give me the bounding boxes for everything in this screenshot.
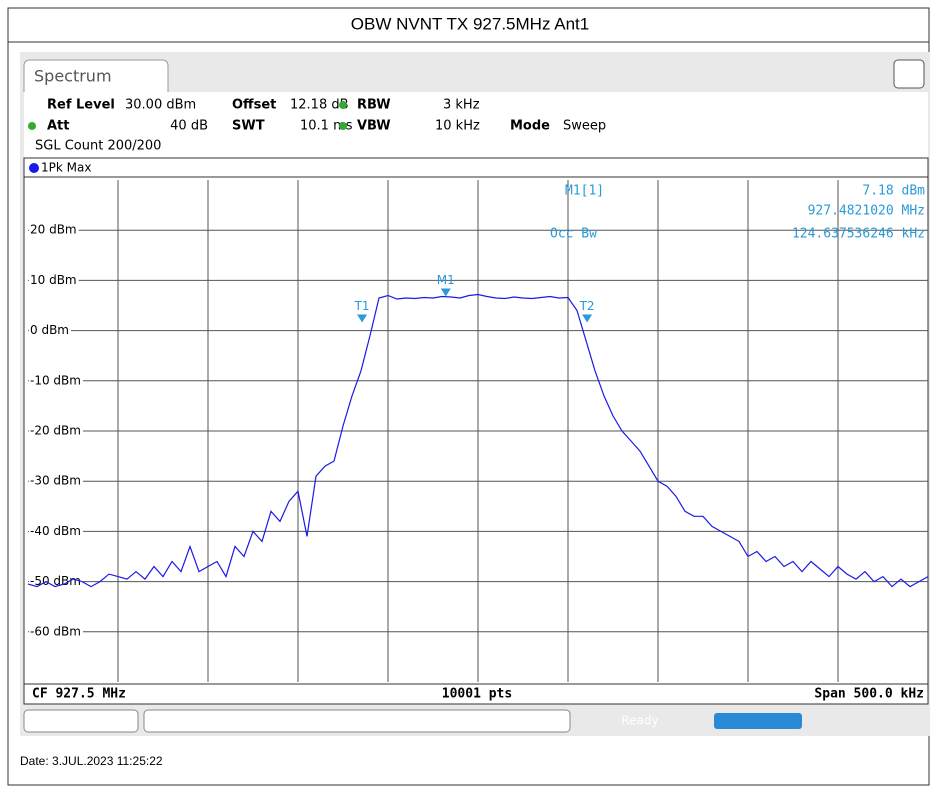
y-tick-label: -30 dBm: [30, 474, 81, 488]
status-box: [143, 709, 571, 733]
label-bg: [29, 272, 79, 287]
marker-level: 7.18 dBm: [862, 184, 925, 199]
trace: [27, 293, 929, 588]
label: Att: [47, 119, 70, 134]
marker-label: M1: [437, 273, 455, 287]
label-bg: [29, 574, 83, 589]
label-bg: [29, 624, 83, 639]
value: Sweep: [563, 119, 606, 134]
value: 12.18 dB: [290, 98, 349, 113]
y-tick-label: 10 dBm: [30, 273, 77, 287]
trace-label: 1Pk Max: [41, 161, 91, 175]
occ-label: Occ Bw: [550, 227, 597, 242]
status-dot: [339, 101, 347, 109]
marker: [357, 314, 368, 323]
status-dot: [339, 122, 347, 130]
value: 10.1 ms: [300, 119, 353, 134]
y-tick-label: -10 dBm: [30, 373, 81, 387]
marker-label: T2: [579, 299, 595, 313]
value: 3 kHz: [443, 98, 480, 113]
y-tick-label: 0 dBm: [30, 323, 69, 337]
sweep-count: SGL Count 200/200: [35, 139, 161, 154]
y-tick-label: -60 dBm: [30, 624, 81, 638]
y-tick-label: -40 dBm: [30, 524, 81, 538]
footer: [23, 683, 929, 705]
label-bg: [29, 373, 83, 388]
span: Span 500.0 kHz: [814, 687, 924, 702]
value: 10 kHz: [435, 119, 480, 134]
trace-dot: [29, 163, 39, 173]
date: Date: 3.JUL.2023 11:25:22: [20, 754, 163, 768]
marker: [440, 288, 451, 297]
status: Ready: [621, 714, 658, 728]
label: RBW: [357, 98, 391, 113]
label-bg: [29, 222, 79, 237]
plot: 20 dBm 10 dBm 0 dBm -10 dBm -20 dBm -30 dBm -4…: [27, 180, 929, 682]
occ-value: 124.637536246 kHz: [792, 227, 925, 242]
value: 40 dB: [170, 119, 208, 134]
marker-label: T1: [354, 299, 370, 313]
label-bg: [29, 523, 83, 538]
label: Mode: [510, 119, 550, 134]
points: 10001 pts: [442, 687, 512, 702]
status-dot: [28, 122, 36, 130]
center-freq: CF 927.5 MHz: [32, 687, 126, 702]
marker-freq: 927.4821020 MHz: [808, 204, 925, 219]
label: Offset: [232, 98, 276, 113]
progress: [714, 713, 802, 729]
label: VBW: [357, 119, 391, 134]
status-box: [23, 709, 139, 733]
plot-frame: [23, 157, 929, 685]
y-tick-label: -50 dBm: [30, 574, 81, 588]
label-bg: [29, 423, 83, 438]
marker-name: M1[1]: [565, 184, 604, 199]
label-bg: [29, 473, 83, 488]
y-tick-label: -20 dBm: [30, 424, 81, 438]
tab-label[interactable]: Spectrum: [34, 67, 112, 86]
value: 30.00 dBm: [125, 98, 196, 113]
label: SWT: [232, 119, 265, 134]
label-bg: [29, 323, 71, 338]
marker: [582, 314, 593, 323]
y-tick-label: 20 dBm: [30, 223, 77, 237]
tab[interactable]: [23, 59, 169, 92]
title: OBW NVNT TX 927.5MHz Ant1: [351, 14, 589, 33]
menu-button[interactable]: [893, 59, 925, 89]
label: Ref Level: [47, 98, 115, 113]
